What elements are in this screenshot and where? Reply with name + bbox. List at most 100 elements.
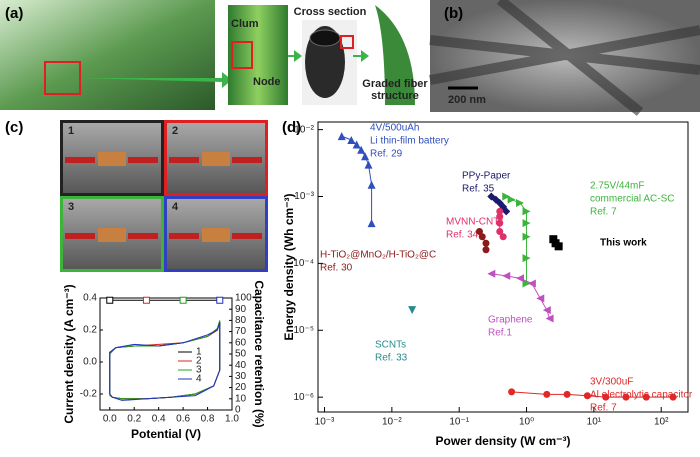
series-annotation: Ref. 7 — [590, 403, 617, 414]
x-tick-label: 0.4 — [152, 414, 166, 425]
photo-cross — [309, 29, 341, 47]
data-point — [364, 160, 373, 169]
x-tick-label: 1.0 — [225, 414, 239, 425]
x-tick-label: 10⁻¹ — [449, 417, 469, 428]
series-annotation: 3V/300uF — [590, 377, 633, 388]
series-annotation: Ref. 29 — [370, 149, 403, 160]
data-point — [522, 219, 531, 228]
data-point — [554, 242, 563, 251]
device — [98, 152, 126, 166]
y-tick-label: 0.4 — [83, 293, 97, 304]
data-point — [543, 390, 551, 398]
device — [202, 228, 230, 242]
arrow — [288, 50, 302, 62]
highlight — [231, 41, 253, 69]
y2-tick-label: 80 — [235, 315, 247, 326]
x-tick-label: 0.6 — [176, 414, 190, 425]
series-annotation: H-TiO₂@MnO₂/H-TiO₂@C — [320, 250, 436, 261]
series-annotation: Li thin-film battery — [370, 136, 449, 147]
y2-tick-label: 10 — [235, 393, 247, 404]
photo-label: 1 — [68, 125, 74, 137]
series-annotation: Ref. 35 — [462, 184, 495, 195]
series-annotation: Graphene — [488, 315, 533, 326]
data-point — [542, 306, 551, 315]
y-tick-label: 10⁻⁶ — [293, 392, 314, 403]
series-annotation: commercial AC-SC — [590, 194, 674, 205]
data-point — [507, 195, 516, 204]
series-annotation: MVNN-CNTs — [446, 217, 503, 228]
data-point — [367, 180, 376, 189]
data-point — [549, 235, 558, 244]
device — [98, 228, 126, 242]
series-annotation: 2.75V/44mF — [590, 181, 644, 192]
legend-label: 1 — [196, 347, 202, 358]
series-line — [341, 135, 373, 224]
series-annotation: Al electrolytic capacitor — [590, 390, 693, 401]
data-point — [496, 207, 504, 215]
legend-label: 4 — [196, 374, 202, 385]
y2-tick-label: 0 — [235, 405, 241, 416]
photo-bamboo — [0, 0, 215, 110]
y2-tick-label: 50 — [235, 349, 247, 360]
x-axis-label: Potential (V) — [131, 427, 201, 441]
arrow — [80, 72, 232, 88]
data-point — [482, 246, 490, 254]
data-point — [642, 393, 650, 401]
plot-frame — [317, 121, 689, 413]
x-tick-label: 0.2 — [127, 414, 141, 425]
data-point — [583, 392, 591, 400]
data-point — [669, 393, 677, 401]
panel-label: (a) — [5, 5, 23, 22]
data-point — [536, 294, 545, 303]
data-point — [502, 192, 511, 201]
data-point — [622, 393, 630, 401]
retention-point — [106, 296, 114, 304]
data-point — [522, 232, 531, 241]
x-tick-label: 0.0 — [103, 414, 117, 425]
data-point — [522, 279, 531, 288]
data-point — [508, 388, 516, 396]
data-point — [347, 135, 356, 144]
data-point — [361, 152, 370, 161]
y-axis-label: Energy density (Wh cm⁻³) — [282, 193, 296, 340]
cv-curve — [109, 321, 221, 401]
y-axis-label: Current density (A cm⁻³) — [62, 284, 76, 423]
data-point — [482, 239, 490, 247]
data-point — [478, 233, 486, 241]
y-tick-label: 0.2 — [83, 325, 97, 336]
scale-label: 200 nm — [448, 94, 486, 106]
data-point — [496, 219, 504, 227]
device — [202, 152, 230, 166]
data-point — [522, 254, 531, 263]
photo-label: 3 — [68, 201, 74, 213]
data-point — [408, 306, 417, 315]
y2-tick-label: 40 — [235, 360, 247, 371]
data-point — [545, 314, 554, 323]
arrow — [353, 50, 369, 62]
tem-fibers — [429, 0, 700, 116]
retention-point — [142, 296, 150, 304]
cv-curve — [109, 321, 221, 400]
cv-curve — [109, 321, 221, 400]
photo-clum — [228, 5, 288, 105]
photo-label: 2 — [172, 125, 178, 137]
cv-curve — [109, 320, 221, 400]
data-point — [496, 213, 504, 221]
y2-tick-label: 100 — [235, 293, 252, 304]
y-tick-label: 10⁻⁴ — [293, 258, 314, 269]
y2-tick-label: 20 — [235, 382, 247, 393]
x-axis-label: Power density (W cm⁻³) — [435, 434, 570, 448]
series-annotation: 4V/500uAh — [370, 123, 420, 134]
data-point — [563, 390, 571, 398]
y-tick-label: 10⁻⁵ — [293, 325, 314, 336]
data-point — [499, 233, 507, 241]
y-tick-label: 10⁻² — [294, 124, 314, 135]
y2-tick-label: 90 — [235, 304, 247, 315]
plot-frame — [99, 297, 233, 411]
x-tick-label: 10¹ — [587, 417, 602, 428]
series-annotation: Ref. 7 — [590, 207, 617, 218]
retention-point — [216, 296, 224, 304]
legend-label: 2 — [196, 356, 202, 367]
series-annotation: Ref. 30 — [320, 263, 353, 274]
